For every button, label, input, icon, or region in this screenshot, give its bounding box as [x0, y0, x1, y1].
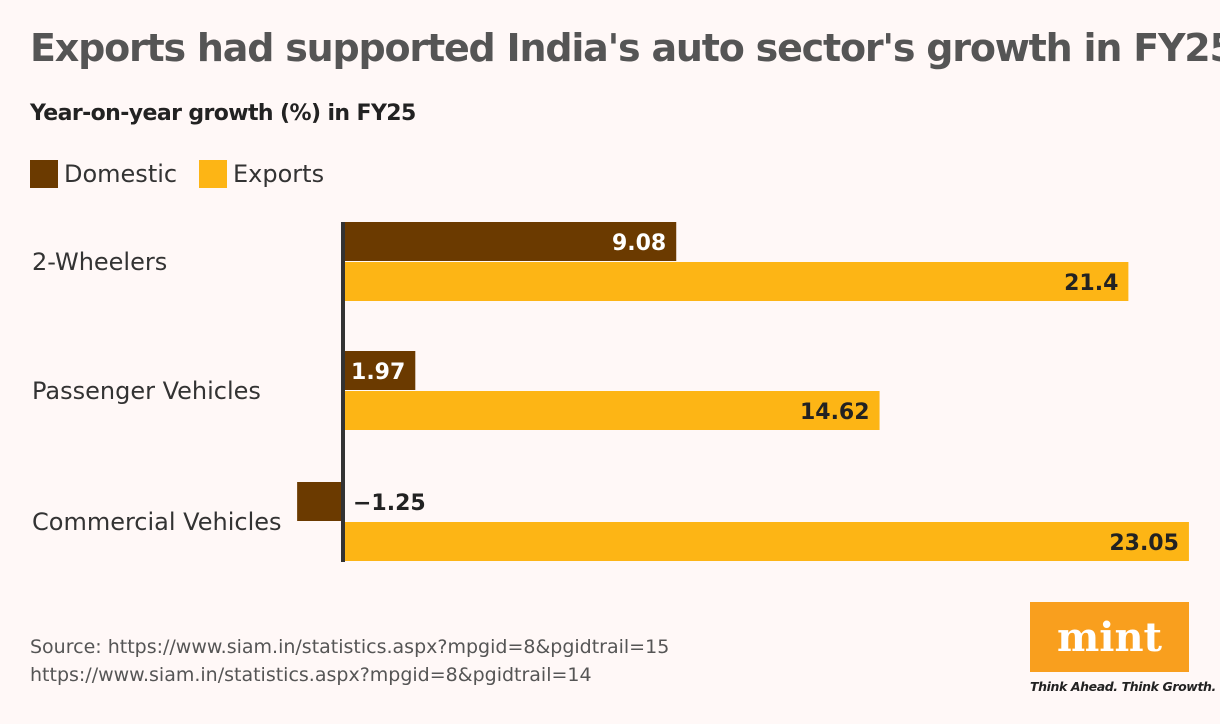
chart-subtitle: Year-on-year growth (%) in FY25: [30, 101, 416, 126]
logo-text: mint: [1056, 613, 1163, 661]
data-label: 9.08: [612, 231, 666, 256]
bar-domestic: [343, 351, 416, 390]
data-label: 1.97: [351, 360, 405, 385]
data-label: −1.25: [353, 491, 426, 516]
legend-item-domestic: Domestic: [30, 160, 177, 188]
data-label: 21.4: [1064, 271, 1118, 296]
legend-label: Exports: [233, 160, 325, 188]
chart-title: Exports had supported India's auto secto…: [30, 26, 1220, 70]
category-label: Commercial Vehicles: [32, 508, 282, 536]
logo-tagline: Think Ahead. Think Growth.: [1030, 679, 1216, 694]
legend-swatch-exports: [199, 160, 227, 188]
category-label: Passenger Vehicles: [32, 377, 261, 405]
bar-exports: [343, 522, 1189, 561]
legend-item-exports: Exports: [199, 160, 324, 188]
source-line-2: https://www.siam.in/statistics.aspx?mpgi…: [30, 664, 592, 686]
data-label: 23.05: [1109, 531, 1179, 556]
bar-domestic: [297, 482, 343, 521]
mint-logo: mint: [1030, 602, 1189, 672]
legend-label: Domestic: [64, 160, 178, 188]
bar-domestic: [343, 222, 677, 261]
source-line-1: Source: https://www.siam.in/statistics.a…: [30, 636, 670, 658]
bar-exports: [343, 391, 880, 430]
zero-axis-line: [341, 222, 345, 562]
bar-exports: [343, 262, 1129, 301]
data-label: 14.62: [800, 400, 870, 425]
category-label: 2-Wheelers: [32, 248, 167, 276]
legend-swatch-domestic: [30, 160, 58, 188]
